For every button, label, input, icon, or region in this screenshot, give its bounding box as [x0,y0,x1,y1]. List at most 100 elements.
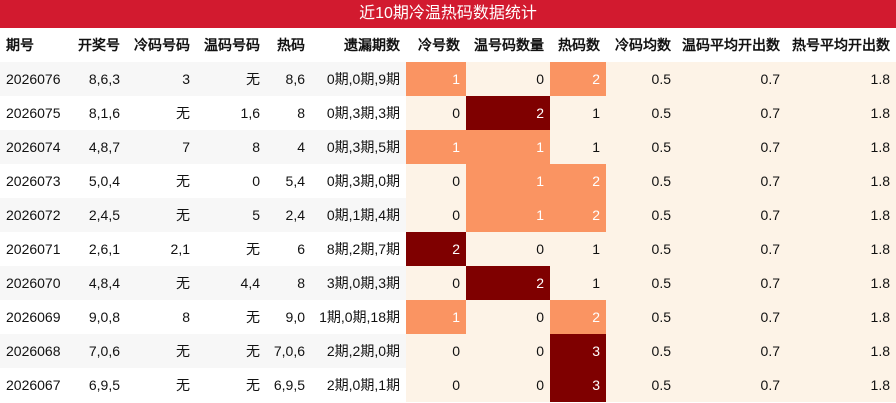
column-header: 冷号数 [406,28,466,62]
table-cell: 8 [266,266,311,300]
stats-table: 期号 开奖号 冷码号码 温码号码 热码 遗漏期数 冷号数 温号码数量 热码数 冷码均数 温码平均开出… [0,28,896,402]
table-cell: 9,0 [266,300,311,334]
table-row: 2026072 2,4,5 无 5 2,4 0期,1期,4期 0 1 2 0.5 0.7 1.8 [0,198,896,232]
table-cell: 0.5 [606,130,677,164]
table-cell: 0 [466,62,550,96]
table-cell: 8 [126,300,196,334]
table-cell: 2 [550,62,606,96]
table-cell: 0.5 [606,300,677,334]
table-cell: 0 [406,164,466,198]
table-cell: 0 [466,300,550,334]
table-cell: 0 [406,96,466,130]
table-cell: 0 [406,368,466,402]
table-row: 2026067 6,9,5 无无 6,9,5 2期,0期,1期 0 0 3 0.5 0.7 1.8 [0,368,896,402]
table-cell: 无 [126,198,196,232]
table-cell: 2 [406,232,466,266]
table-cell: 2026069 [0,300,69,334]
table-cell: 0期,1期,4期 [311,198,406,232]
table-cell: 0 [406,266,466,300]
table-cell: 无 [196,300,266,334]
table-cell: 9,0,8 [69,300,126,334]
column-header: 温码号码 [196,28,266,62]
table-cell: 1.8 [786,300,896,334]
table-cell: 1 [466,130,550,164]
table-cell: 3 [126,62,196,96]
column-header: 遗漏期数 [311,28,406,62]
table-cell: 4,8,4 [69,266,126,300]
table-cell: 8,1,6 [69,96,126,130]
table-cell: 1.8 [786,62,896,96]
table-row: 2026076 8,6,3 3 无 8,6 0期,0期,9期 1 0 2 0.5 0.7 1.8 [0,62,896,96]
table-cell: 2,4,5 [69,198,126,232]
table-row: 2026070 4,8,4 无 4,4 8 3期,0期,3期 0 2 1 0.5 0.7 1.8 [0,266,896,300]
table-cell: 2 [466,266,550,300]
table-cell: 1.8 [786,164,896,198]
table-cell: 2,1 [126,232,196,266]
table-cell: 0.5 [606,368,677,402]
table-cell: 1.8 [786,130,896,164]
table-cell: 6,9,5 [266,368,311,402]
table-cell: 2 [550,198,606,232]
table-cell: 1.8 [786,96,896,130]
table-cell: 0.7 [677,334,786,368]
header-row: 期号 开奖号 冷码号码 温码号码 热码 遗漏期数 冷号数 温号码数量 热码数 冷码均数 温码平均开出… [0,28,896,62]
table-cell: 2期,2期,0期 [311,334,406,368]
table-cell: 0.5 [606,334,677,368]
table-cell: 4,4 [196,266,266,300]
table-cell: 2026068 [0,334,69,368]
table-cell: 0 [406,334,466,368]
table-row: 2026073 5,0,4 无 0 5,4 0期,3期,0期 0 1 2 0.5 0.7 1.8 [0,164,896,198]
table-cell: 0期,3期,0期 [311,164,406,198]
table-cell: 1 [466,198,550,232]
table-cell: 2,6,1 [69,232,126,266]
column-header: 热号平均开出数 [786,28,896,62]
table-cell: 1 [550,130,606,164]
table-cell: 0 [196,164,266,198]
table-cell: 8 [196,130,266,164]
column-header: 开奖号 [69,28,126,62]
table-cell: 8,6,3 [69,62,126,96]
table-cell: 0.5 [606,266,677,300]
table-cell: 3 [550,334,606,368]
table-row: 2026071 2,6,1 2,1 无 6 8期,2期,7期 2 0 1 0.5 0.7 1.8 [0,232,896,266]
table-cell: 0 [466,368,550,402]
table-row: 2026074 4,8,7 7 8 4 0期,3期,5期 1 1 1 0.5 0.7 1.8 [0,130,896,164]
table-cell: 3 [550,368,606,402]
table-cell: 2026072 [0,198,69,232]
table-cell: 无 [196,62,266,96]
table-cell: 1 [406,62,466,96]
table-cell: 0期,3期,5期 [311,130,406,164]
table-cell: 0期,3期,3期 [311,96,406,130]
table-cell: 0.5 [606,62,677,96]
table-cell: 无 [196,368,266,402]
column-header: 冷码均数 [606,28,677,62]
table-cell: 1 [406,300,466,334]
table-row: 2026069 9,0,8 8 无 9,0 1期,0期,18期 1 0 2 0.5 0.7 1.8 [0,300,896,334]
table-cell: 0.5 [606,96,677,130]
table-cell: 0 [406,198,466,232]
table-cell: 0 [466,334,550,368]
table-cell: 0.7 [677,130,786,164]
table-cell: 8期,2期,7期 [311,232,406,266]
table-cell: 7,0,6 [69,334,126,368]
table-cell: 8,6 [266,62,311,96]
table-cell: 1 [550,266,606,300]
table-cell: 4,8,7 [69,130,126,164]
table-cell: 无 [126,164,196,198]
column-header: 温码平均开出数 [677,28,786,62]
table-cell: 1.8 [786,368,896,402]
table-row: 2026068 7,0,6 无无 7,0,6 2期,2期,0期 0 0 3 0.5 0.7 1.8 [0,334,896,368]
table-cell: 0.5 [606,164,677,198]
table-cell: 5,4 [266,164,311,198]
table-cell: 4 [266,130,311,164]
table-cell: 无 [196,232,266,266]
table-cell: 1.8 [786,198,896,232]
table-title: 近10期冷温热码数据统计 [0,0,896,28]
table-cell: 无 [126,266,196,300]
table-cell: 2026073 [0,164,69,198]
table-cell: 1 [406,130,466,164]
table-cell: 2 [550,300,606,334]
column-header: 冷码号码 [126,28,196,62]
table-cell: 0.5 [606,198,677,232]
table-cell: 7,0,6 [266,334,311,368]
